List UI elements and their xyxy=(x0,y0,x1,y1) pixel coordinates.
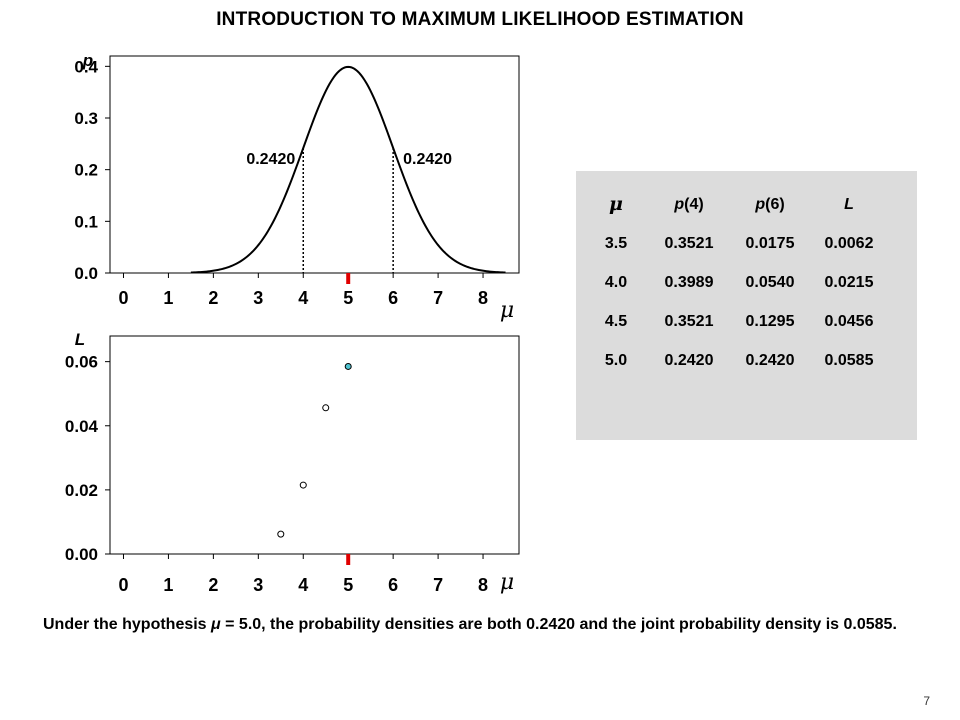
x-tick-label: 4 xyxy=(298,288,308,308)
x-tick-label: 7 xyxy=(433,288,443,308)
likelihood-point xyxy=(322,404,330,412)
density-value-label: 0.2420 xyxy=(403,151,452,168)
table-cell: 0.2420 xyxy=(664,352,714,369)
y-tick-label: 0.06 xyxy=(65,353,98,372)
table-cell: 0.3521 xyxy=(664,313,714,330)
caption-text: Under the hypothesis μ = 5.0, the probab… xyxy=(43,614,903,636)
x-tick-label: 1 xyxy=(163,288,173,308)
x-tick-label: 6 xyxy=(388,288,398,308)
likelihood-chart: 0.00 0.02 0.04 0.06 0 1 2 3 4 5 6 7 8 Lμ xyxy=(65,330,520,595)
table-cell: 0.3521 xyxy=(664,235,714,252)
table-cell: 0.2420 xyxy=(745,352,795,369)
table-header-l: L xyxy=(844,196,854,213)
x-tick-label: 6 xyxy=(388,575,398,595)
plot-frame xyxy=(109,55,520,274)
table-cell: 3.5 xyxy=(604,235,628,252)
y-tick-label: 0.04 xyxy=(65,417,99,436)
y-axis-label: p xyxy=(82,51,93,70)
y-tick-label: 0.02 xyxy=(65,481,98,500)
y-axis-label: L xyxy=(75,330,85,349)
x-tick-label: 0 xyxy=(118,575,128,595)
x-tick-label: 5 xyxy=(343,575,353,595)
density-curve xyxy=(190,65,506,274)
density-value-label: 0.2420 xyxy=(246,151,295,168)
table-cell: 0.1295 xyxy=(745,313,795,330)
caption-prefix: Under the hypothesis xyxy=(43,616,212,633)
x-tick-label: 8 xyxy=(478,575,488,595)
y-tick-label: 0.0 xyxy=(74,264,98,283)
y-tick-label: 0.2 xyxy=(74,161,98,180)
table-cell: 0.0585 xyxy=(824,352,874,369)
x-tick-label: 8 xyxy=(478,288,488,308)
likelihood-point xyxy=(299,481,307,489)
y-tick-label: 0.00 xyxy=(65,545,98,564)
table-cell: 4.5 xyxy=(604,313,628,330)
likelihood-point-highlight xyxy=(344,362,352,370)
x-axis-label: μ xyxy=(500,570,514,595)
table-cell: 0.0175 xyxy=(745,235,795,252)
table-header-mu: μ xyxy=(609,193,623,215)
y-tick-label: 0.1 xyxy=(74,212,98,231)
x-tick-label: 2 xyxy=(208,575,218,595)
y-tick-label: 0.3 xyxy=(74,109,98,128)
table-cell: 0.0540 xyxy=(745,274,795,291)
x-tick-label: 7 xyxy=(433,575,443,595)
x-tick-label: 0 xyxy=(118,288,128,308)
slide-title: INTRODUCTION TO MAXIMUM LIKELIHOOD ESTIM… xyxy=(216,9,744,30)
x-tick-label: 1 xyxy=(163,575,173,595)
x-tick-label: 5 xyxy=(343,288,353,308)
likelihood-point xyxy=(277,530,285,538)
x-tick-label: 4 xyxy=(298,575,308,595)
table-cell: 0.0215 xyxy=(824,274,874,291)
table-header-p4: p(4) xyxy=(674,196,704,213)
table-cell: 0.0062 xyxy=(824,235,874,252)
table-cell: 0.3989 xyxy=(664,274,714,291)
caption-mu-symbol: μ xyxy=(211,616,221,633)
page-number: 7 xyxy=(923,694,930,708)
x-tick-label: 3 xyxy=(253,575,263,595)
y-tick-label: 0.4 xyxy=(74,57,98,76)
caption-suffix: = 5.0, the probability densities are bot… xyxy=(220,616,897,633)
x-tick-label: 2 xyxy=(208,288,218,308)
x-axis-label: μ xyxy=(500,298,514,323)
density-chart: 0.0 0.1 0.2 0.3 0.4 0 1 2 3 4 5 6 7 8 p μ 0.2420 0.2420 xyxy=(74,51,520,323)
table-header-p6: p(6) xyxy=(755,196,785,213)
plot-frame xyxy=(109,335,520,555)
table-cell: 5.0 xyxy=(604,352,628,369)
table-cell: 4.0 xyxy=(604,274,628,291)
likelihood-table: μ p(4) p(6) L 3.5 0.3521 0.0175 0.0062 4.0 0.3989… xyxy=(576,171,917,440)
table-cell: 0.0456 xyxy=(824,313,874,330)
x-tick-label: 3 xyxy=(253,288,263,308)
